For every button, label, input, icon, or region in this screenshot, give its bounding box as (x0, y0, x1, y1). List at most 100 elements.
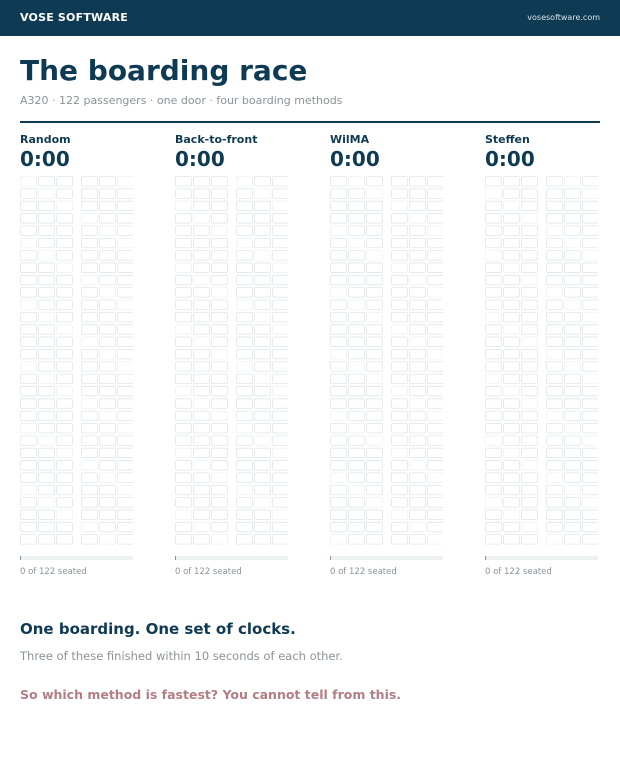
seat (582, 423, 598, 434)
seat (236, 361, 253, 372)
seat (366, 497, 383, 508)
seat (366, 287, 383, 298)
seat (99, 435, 116, 446)
seat (409, 274, 426, 286)
seat (427, 250, 443, 261)
seat (99, 262, 116, 273)
seat (20, 534, 37, 545)
seat (564, 398, 581, 409)
seat (272, 447, 288, 459)
seat (20, 509, 37, 520)
race-panel: WilMA 0:00 0 of 122 seated (330, 133, 443, 583)
seat (236, 336, 253, 347)
seat (175, 521, 192, 533)
seat (211, 176, 228, 187)
seat (56, 410, 73, 422)
seat (254, 324, 271, 335)
seat (211, 361, 228, 372)
seat (20, 460, 37, 471)
seat (546, 423, 563, 434)
seat (521, 188, 538, 199)
site-link[interactable]: vosesoftware.com (527, 13, 600, 22)
seat (503, 336, 520, 347)
seat (56, 423, 73, 434)
seat (38, 435, 55, 446)
seat (427, 398, 443, 409)
seat (391, 287, 408, 298)
seat (56, 398, 73, 409)
seat (272, 460, 288, 471)
seat (193, 435, 210, 446)
seat (272, 509, 288, 520)
seat (485, 484, 502, 496)
seat (348, 534, 365, 545)
seat (236, 435, 253, 446)
seat (582, 497, 598, 508)
brand[interactable]: VOSE SOFTWARE (20, 11, 128, 24)
seat (503, 447, 520, 459)
seat (427, 213, 443, 224)
seat (38, 324, 55, 335)
seat (564, 299, 581, 310)
seat (348, 398, 365, 409)
seat (211, 386, 228, 397)
seat (236, 324, 253, 335)
seat (272, 435, 288, 446)
seat (521, 274, 538, 286)
seat (56, 460, 73, 471)
seat (99, 534, 116, 545)
seat (56, 213, 73, 224)
seat (427, 287, 443, 298)
seat (117, 349, 133, 360)
seat-map (330, 176, 443, 545)
seat (546, 274, 563, 286)
seat (503, 386, 520, 397)
seat (56, 311, 73, 323)
seat (391, 348, 408, 360)
seat (117, 361, 133, 372)
seat (546, 237, 563, 249)
seat (175, 176, 192, 187)
seat (236, 237, 253, 249)
seat (38, 509, 55, 520)
seat (521, 324, 538, 335)
seat (409, 250, 426, 261)
seat (366, 484, 383, 496)
seat (521, 213, 538, 224)
seat (348, 509, 365, 520)
seat (193, 287, 210, 298)
clock: 0:00 (485, 147, 535, 171)
seat (348, 176, 365, 187)
seat (236, 398, 253, 409)
seat (272, 484, 288, 496)
seat (391, 386, 408, 397)
seat (521, 435, 538, 446)
seat (272, 521, 288, 533)
seat (99, 287, 116, 298)
seat (521, 447, 538, 459)
seat (391, 324, 408, 335)
seat (546, 484, 563, 496)
seat (175, 386, 192, 397)
seat (38, 225, 55, 236)
progress-fill (20, 556, 21, 560)
seat (117, 410, 133, 422)
seat (521, 361, 538, 372)
seat (485, 423, 502, 434)
seat (99, 250, 116, 261)
seat (348, 521, 365, 533)
seat (330, 262, 347, 273)
seat (193, 311, 210, 323)
seat (20, 287, 37, 298)
seat (582, 250, 598, 261)
seat (366, 299, 383, 310)
seated-status: 0 of 122 seated (330, 567, 397, 577)
seat (348, 324, 365, 335)
seat (546, 472, 563, 483)
seat (582, 176, 598, 187)
seat (117, 250, 133, 261)
seat (211, 435, 228, 446)
seated-status: 0 of 122 seated (175, 567, 242, 577)
seat (20, 188, 37, 199)
seat (99, 336, 116, 347)
